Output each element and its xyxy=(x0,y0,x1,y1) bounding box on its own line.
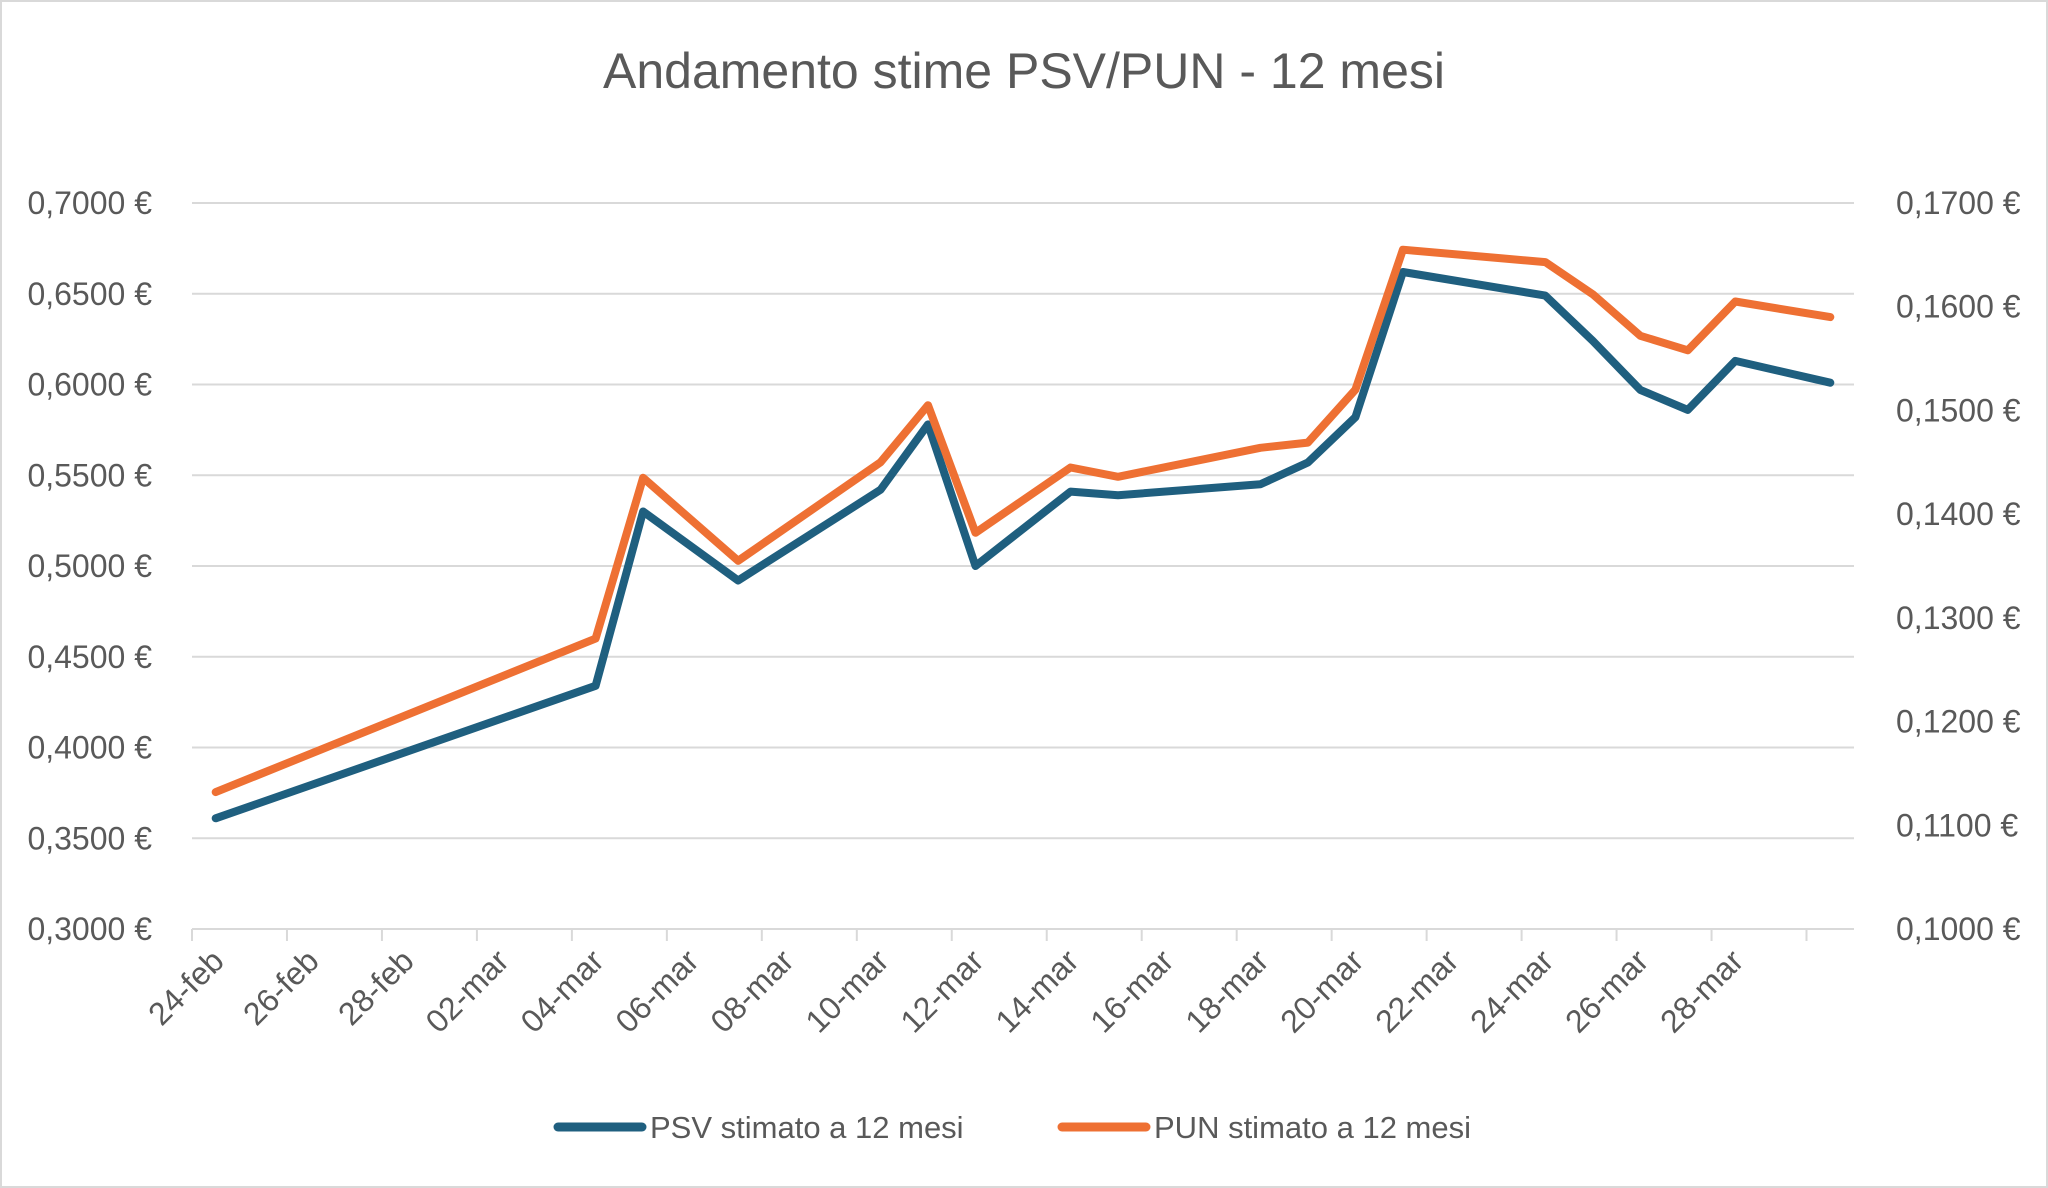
x-tick-label: 08-mar xyxy=(703,942,800,1039)
series-line-pun xyxy=(211,245,1835,797)
series-line-psv xyxy=(211,268,1835,823)
left-y-tick-label: 0,4000 € xyxy=(27,730,152,766)
x-tick-label: 04-mar xyxy=(513,942,610,1039)
right-y-tick-label: 0,1200 € xyxy=(1896,704,2021,740)
x-tick-label: 28-feb xyxy=(331,942,421,1032)
left-y-tick-label: 0,6500 € xyxy=(27,276,152,312)
x-tick-label: 24-mar xyxy=(1463,942,1560,1039)
x-tick-label: 02-mar xyxy=(418,942,515,1039)
legend-label: PUN stimato a 12 mesi xyxy=(1154,1110,1471,1145)
right-y-tick-label: 0,1300 € xyxy=(1896,600,2021,636)
x-axis: 24-feb 26-feb 28-feb02-mar04-mar06-mar08-m… xyxy=(141,928,1854,1040)
x-tick-label: 18-mar xyxy=(1178,942,1275,1039)
x-tick-label: 22-mar xyxy=(1368,942,1465,1039)
legend: PSV stimato a 12 mesi PUN stimato a 12 me… xyxy=(553,1110,1471,1145)
left-y-tick-label: 0,6000 € xyxy=(27,367,152,403)
x-tick-label: 06-mar xyxy=(608,942,705,1039)
x-tick-label: 24-feb xyxy=(141,942,231,1032)
left-y-tick-label: 0,5500 € xyxy=(27,457,152,493)
left-y-axis: 0,3000 € 0,3500 € 0,4000 € 0,4500 € 0,5000 €… xyxy=(27,185,152,947)
left-y-tick-label: 0,3000 € xyxy=(27,911,152,947)
x-tick-label: 26-mar xyxy=(1558,942,1655,1039)
x-tick-label: 26-feb xyxy=(236,942,326,1032)
x-tick-label: 14-mar xyxy=(988,942,1085,1039)
right-y-tick-label: 0,1500 € xyxy=(1896,392,2021,428)
left-y-tick-label: 0,7000 € xyxy=(27,185,152,221)
left-y-tick-label: 0,4500 € xyxy=(27,639,152,675)
left-y-tick-label: 0,5000 € xyxy=(27,548,152,584)
right-y-tick-label: 0,1400 € xyxy=(1896,496,2021,532)
x-tick-label: 20-mar xyxy=(1273,942,1370,1039)
gridlines xyxy=(192,202,1854,840)
right-y-tick-label: 0,1000 € xyxy=(1896,911,2021,947)
right-y-tick-label: 0,1700 € xyxy=(1896,185,2021,221)
right-y-axis: 0,1000 € 0,1100 € 0,1200 € 0,1300 € 0,1400 €… xyxy=(1896,185,2021,947)
legend-label: PSV stimato a 12 mesi xyxy=(650,1110,964,1145)
left-y-tick-label: 0,3500 € xyxy=(27,820,152,856)
right-y-tick-label: 0,1100 € xyxy=(1896,807,2018,843)
right-y-tick-label: 0,1600 € xyxy=(1896,289,2021,325)
x-tick-label: 16-mar xyxy=(1083,942,1180,1039)
x-tick-label: 12-mar xyxy=(893,942,990,1039)
x-tick-label: 10-mar xyxy=(798,942,895,1039)
series-lines xyxy=(211,245,1835,823)
x-tick-label: 28-mar xyxy=(1653,942,1750,1039)
chart-title: Andamento stime PSV/PUN - 12 mesi xyxy=(603,43,1445,99)
